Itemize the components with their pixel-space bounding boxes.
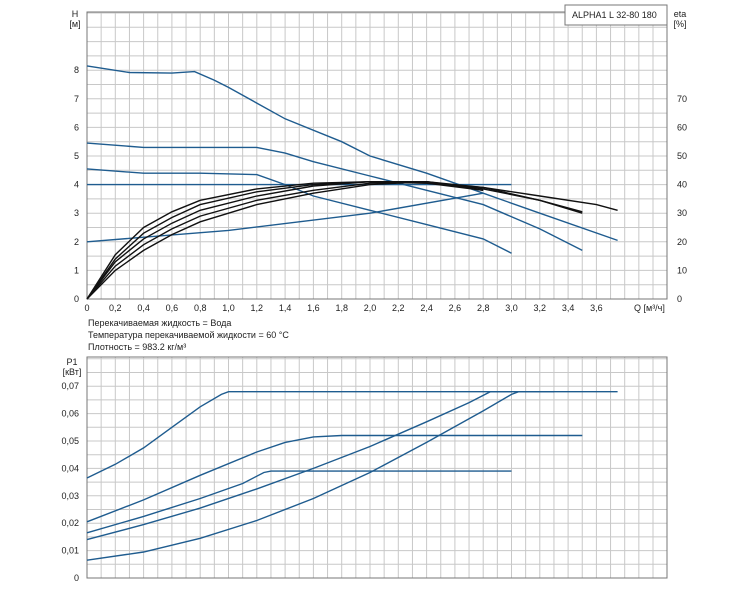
- head-curve-2: [86, 142, 583, 252]
- head-curve-3: [86, 168, 512, 254]
- head-y-tick: 5: [74, 151, 79, 161]
- head-y-tick: 4: [74, 180, 79, 190]
- flow-x-tick: 1,2: [251, 303, 264, 313]
- power-curve-1: [86, 391, 618, 479]
- eta-y-tick: 40: [677, 180, 687, 190]
- eta-y-tick: 30: [677, 208, 687, 218]
- power-y-tick: 0,01: [61, 546, 79, 556]
- eta-y-tick: 0: [677, 294, 682, 304]
- flow-x-tick: 0,6: [166, 303, 179, 313]
- eta-y-tick: 60: [677, 122, 687, 132]
- flow-x-tick: 1,6: [307, 303, 320, 313]
- efficiency-curve-7: [86, 180, 583, 300]
- head-y-tick: 1: [74, 265, 79, 275]
- flow-x-tick: 0,8: [194, 303, 207, 313]
- model-label: ALPHA1 L 32-80 180: [572, 10, 657, 20]
- note-liquid: Перекачиваемая жидкость = Вода: [88, 318, 232, 328]
- flow-x-tick: 2,4: [420, 303, 433, 313]
- power-curve-3: [86, 470, 512, 534]
- flow-x-tick: 3,6: [590, 303, 603, 313]
- eta-y-tick: 50: [677, 151, 687, 161]
- power-y-tick: 0,05: [61, 436, 79, 446]
- eta-y-tick: 10: [677, 265, 687, 275]
- flow-axis-label: Q [м³/ч]: [634, 303, 665, 313]
- head-curve-1: [86, 65, 618, 242]
- efficiency-curve-10: [86, 180, 618, 300]
- power-y-tick: 0,06: [61, 409, 79, 419]
- flow-x-tick: 0,4: [137, 303, 150, 313]
- flow-x-tick: 2,8: [477, 303, 490, 313]
- power-curve-4: [86, 391, 512, 541]
- model-label-box: [564, 4, 668, 26]
- flow-x-tick: 2,6: [449, 303, 462, 313]
- power-chart-frame: [86, 356, 668, 579]
- flow-x-tick: 3,2: [534, 303, 547, 313]
- head-y-tick: 2: [74, 237, 79, 247]
- head-y-tick: 8: [74, 65, 79, 75]
- flow-x-tick: 3,0: [505, 303, 518, 313]
- flow-x-tick: 2,2: [392, 303, 405, 313]
- head-y-tick: 0: [74, 294, 79, 304]
- head-axis-unit: [м]: [69, 19, 80, 29]
- flow-x-tick: 1,4: [279, 303, 292, 313]
- eta-axis-unit: [%]: [673, 19, 686, 29]
- flow-x-tick: 0,2: [109, 303, 122, 313]
- head-axis-label: H: [72, 9, 79, 19]
- power-y-tick: 0,03: [61, 491, 79, 501]
- head-y-tick: 7: [74, 94, 79, 104]
- efficiency-curve-8: [86, 181, 484, 300]
- power-y-tick: 0,04: [61, 463, 79, 473]
- flow-x-tick: 3,4: [562, 303, 575, 313]
- flow-x-tick: 0: [84, 303, 89, 313]
- power-curve-2: [86, 434, 583, 523]
- flow-x-tick: 1,0: [222, 303, 235, 313]
- head-chart-frame: [86, 11, 668, 300]
- power-y-tick: 0,07: [61, 381, 79, 391]
- eta-axis-label: eta: [674, 9, 687, 19]
- efficiency-curve-6: [86, 180, 583, 300]
- note-density: Плотность = 983.2 кг/м³: [88, 342, 187, 352]
- power-curve-5: [86, 391, 554, 561]
- head-y-tick: 6: [74, 122, 79, 132]
- head-y-tick: 3: [74, 208, 79, 218]
- power-axis-unit: [кВт]: [63, 367, 82, 377]
- power-y-tick: 0,02: [61, 518, 79, 528]
- power-y-tick: 0: [74, 573, 79, 583]
- note-temperature: Температура перекачиваемой жидкости = 60…: [88, 330, 289, 340]
- eta-y-tick: 70: [677, 94, 687, 104]
- eta-y-tick: 20: [677, 237, 687, 247]
- power-axis-label: P1: [66, 357, 77, 367]
- flow-x-tick: 1,8: [335, 303, 348, 313]
- flow-x-tick: 2,0: [364, 303, 377, 313]
